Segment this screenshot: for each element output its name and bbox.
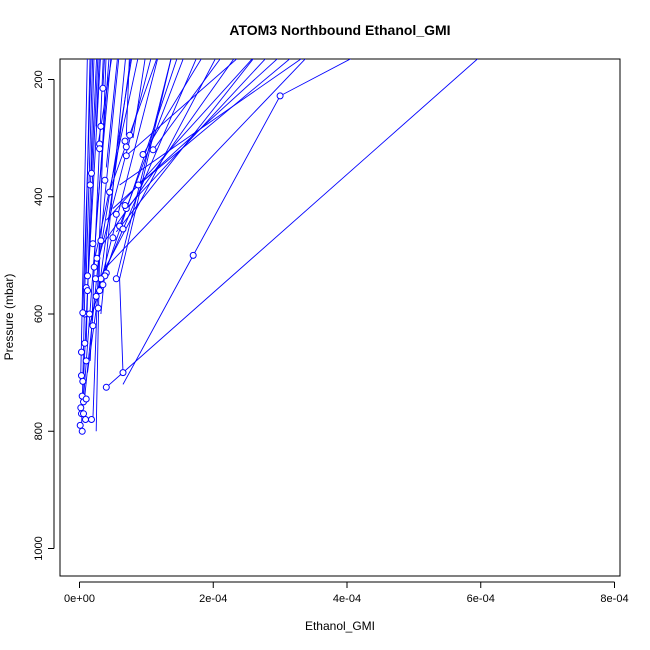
data-point-49 <box>82 416 89 423</box>
x-tick-label-0: 0e+00 <box>64 593 95 605</box>
profile-line-18 <box>152 59 221 151</box>
data-point-52 <box>86 310 93 318</box>
data-point-45 <box>77 404 85 412</box>
profile-line-43 <box>115 59 254 233</box>
profile-line-38 <box>81 59 91 408</box>
data-point-55 <box>82 395 90 403</box>
profile-line-20 <box>125 59 130 136</box>
y-tick-label-4: 1000 <box>33 536 45 560</box>
data-point-16 <box>112 210 120 218</box>
profile-line-10 <box>105 59 253 221</box>
data-point-28 <box>99 281 107 289</box>
profile-line-33 <box>89 59 104 361</box>
plot-frame <box>59 58 621 577</box>
data-point-39 <box>81 339 89 347</box>
data-point-58 <box>92 275 99 283</box>
data-point-23 <box>97 237 105 245</box>
data-point-0 <box>276 92 284 100</box>
profile-line-14 <box>192 59 352 256</box>
data-point-24 <box>112 275 120 283</box>
chart-title: ATOM3 Northbound Ethanol_GMI <box>229 22 450 38</box>
y-tick-label-1: 400 <box>33 188 45 206</box>
data-point-34 <box>84 272 91 280</box>
x-tick-label-2: 4e-04 <box>333 593 361 605</box>
data-point-7 <box>126 131 134 139</box>
profile-line-27 <box>85 59 95 344</box>
data-point-51 <box>89 322 97 330</box>
profile-line-19 <box>132 59 146 139</box>
y-axis: 200 400 600 800 1000 <box>33 70 55 561</box>
data-point-15 <box>106 188 114 196</box>
profile-line-39 <box>96 59 112 215</box>
profile-line-15 <box>106 59 479 388</box>
y-tick-label-2: 600 <box>33 305 45 323</box>
data-point-30 <box>92 292 100 300</box>
profile-line-21 <box>95 59 100 127</box>
y-tick-label-0: 200 <box>33 70 45 88</box>
data-point-14 <box>101 176 109 184</box>
profile-line-34 <box>125 59 266 209</box>
data-point-56 <box>80 410 87 418</box>
data-point-18 <box>119 225 127 233</box>
profile-line-42 <box>85 59 94 276</box>
data-point-3 <box>102 383 110 391</box>
data-point-57 <box>84 287 91 295</box>
data-point-10 <box>97 122 105 130</box>
x-tick-label-1: 2e-04 <box>199 593 227 605</box>
profile-line-24 <box>119 59 184 227</box>
data-point-6 <box>122 152 130 160</box>
data-point-9 <box>122 143 130 151</box>
data-point-53 <box>90 263 98 271</box>
data-point-22 <box>109 234 117 242</box>
data-point-29 <box>96 287 104 295</box>
data-point-48 <box>78 427 86 435</box>
x-tick-label-3: 6e-04 <box>467 593 495 605</box>
data-point-1 <box>189 251 197 259</box>
profile-line-29 <box>91 59 97 174</box>
profile-line-45 <box>95 59 133 432</box>
x-tick-label-4: 8e-04 <box>600 593 628 605</box>
profile-line-35 <box>138 59 291 186</box>
data-point-11 <box>99 84 107 92</box>
x-axis: 0e+00 2e-04 4e-04 6e-04 8e-04 <box>64 581 629 605</box>
y-tick-label-3: 800 <box>33 422 45 440</box>
data-point-20 <box>121 202 129 209</box>
profile-line-8 <box>99 59 216 280</box>
data-point-5 <box>149 146 157 154</box>
data-point-21 <box>134 181 142 189</box>
marker-layer <box>76 84 284 435</box>
data-point-47 <box>76 421 84 429</box>
profile-line-37 <box>80 59 88 373</box>
y-axis-label: Pressure (mbar) <box>2 274 16 361</box>
data-point-2 <box>119 369 127 377</box>
series-layer <box>80 59 479 432</box>
data-point-40 <box>82 357 90 365</box>
data-point-59 <box>94 304 102 312</box>
data-point-50 <box>88 416 95 423</box>
data-point-13 <box>96 145 104 153</box>
profile-line-16 <box>126 59 238 157</box>
data-point-31 <box>89 240 97 248</box>
data-point-42 <box>79 377 87 385</box>
profile-line-30 <box>87 59 101 291</box>
data-point-8 <box>121 137 129 145</box>
data-point-54 <box>93 254 101 262</box>
profile-line-23 <box>115 59 172 279</box>
data-point-41 <box>78 372 85 380</box>
data-point-32 <box>88 169 95 177</box>
profile-line-12 <box>119 59 302 186</box>
profile-line-44 <box>105 59 306 268</box>
x-axis-label: Ethanol_GMI <box>305 619 375 633</box>
data-point-33 <box>86 181 94 189</box>
profile-line-13 <box>122 255 194 385</box>
data-point-4 <box>139 151 147 158</box>
profile-line-22 <box>102 59 105 89</box>
data-point-37 <box>79 309 87 317</box>
profile-line-40 <box>105 59 118 168</box>
data-point-38 <box>78 348 85 356</box>
